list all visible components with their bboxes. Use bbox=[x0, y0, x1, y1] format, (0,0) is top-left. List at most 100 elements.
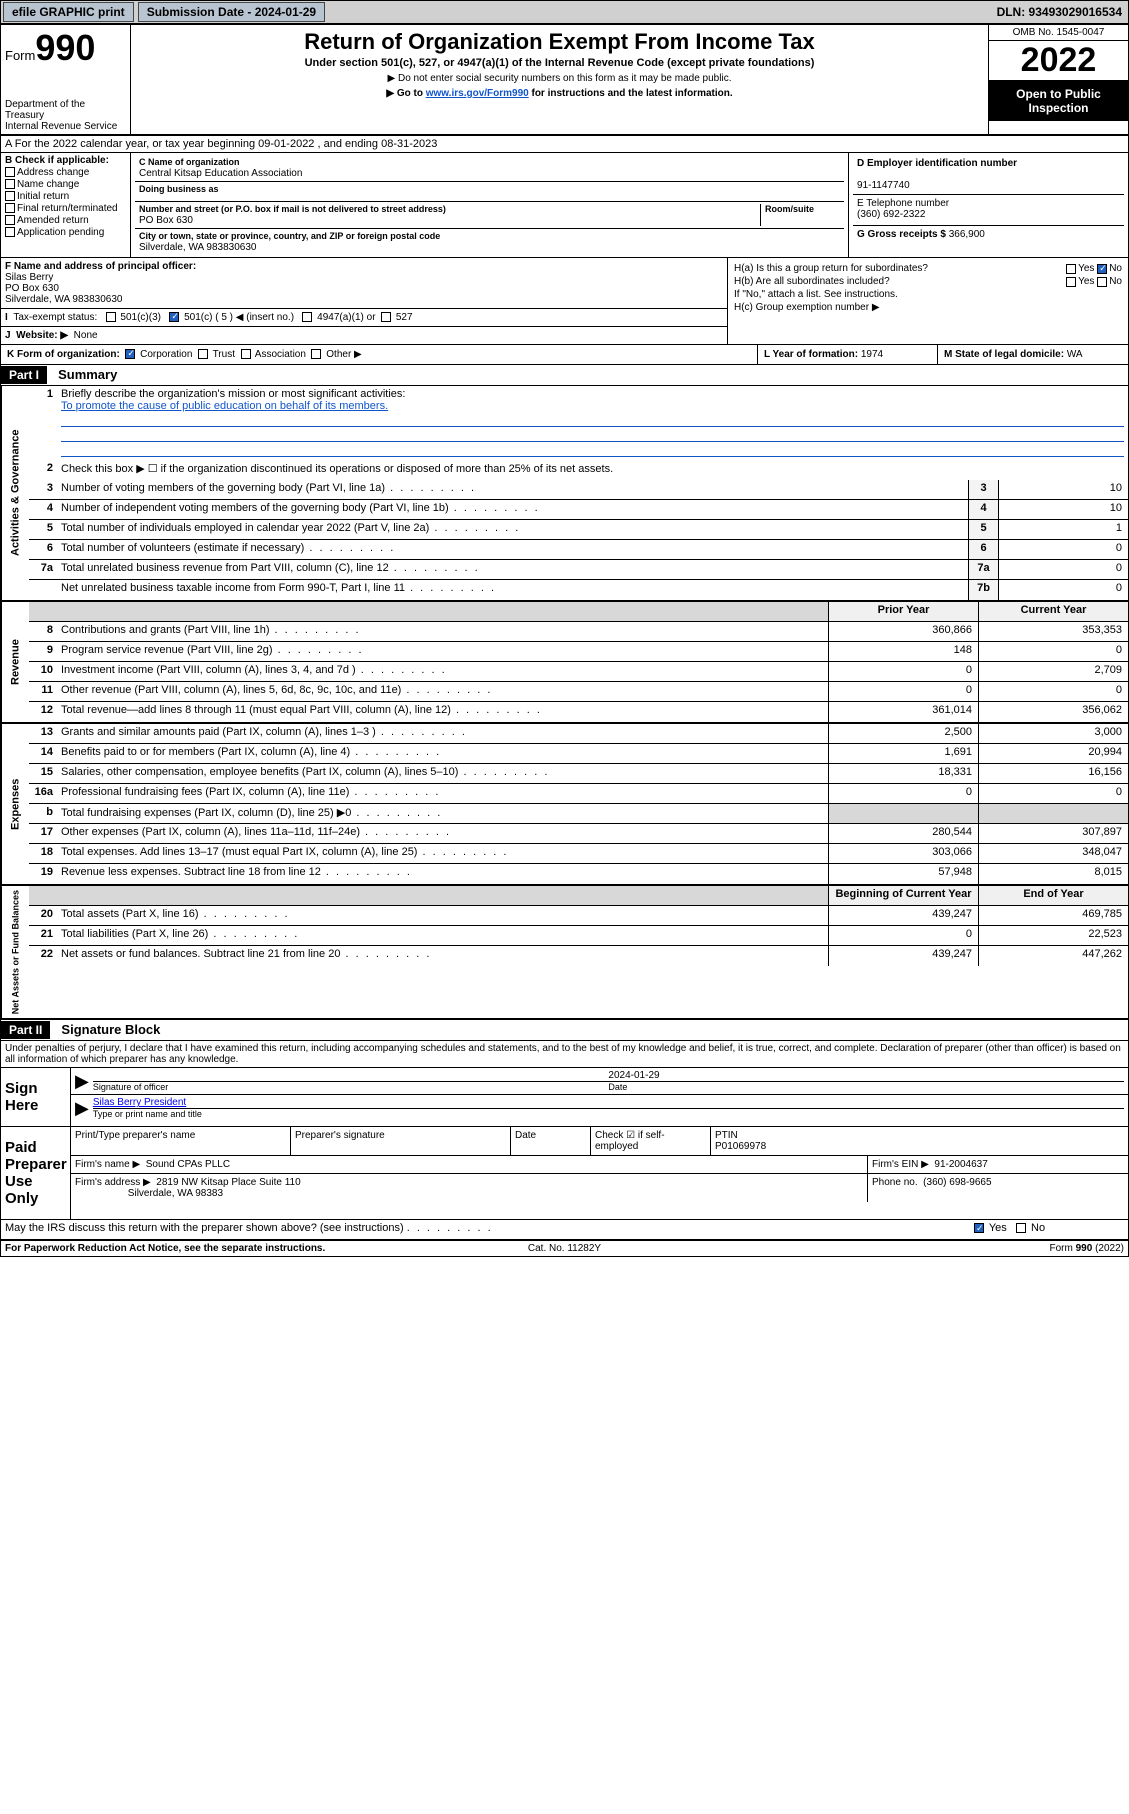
line-num: 6 bbox=[29, 540, 57, 559]
chk-ha-yes[interactable] bbox=[1066, 264, 1076, 274]
box-l: L Year of formation: 1974 bbox=[758, 345, 938, 364]
line-box: 7b bbox=[968, 580, 998, 600]
current-value bbox=[978, 804, 1128, 823]
yes-label: Yes bbox=[1078, 276, 1094, 287]
exp-content: 13Grants and similar amounts paid (Part … bbox=[29, 724, 1128, 884]
cat-no: Cat. No. 11282Y bbox=[378, 1243, 751, 1254]
k-label: K Form of organization: bbox=[7, 349, 120, 360]
line-box: 5 bbox=[968, 520, 998, 539]
summary-line: 5Total number of individuals employed in… bbox=[29, 520, 1128, 540]
chk-501c[interactable] bbox=[169, 312, 179, 322]
summary-expenses: Expenses 13Grants and similar amounts pa… bbox=[1, 724, 1128, 886]
hc-row: H(c) Group exemption number ▶ bbox=[734, 302, 1122, 313]
summary-line: 22Net assets or fund balances. Subtract … bbox=[29, 946, 1128, 966]
chk-initial-return[interactable]: Initial return bbox=[5, 191, 126, 202]
chk-501c3[interactable] bbox=[106, 312, 116, 322]
chk-hb-yes[interactable] bbox=[1066, 277, 1076, 287]
line-num bbox=[29, 580, 57, 600]
chk-application-pending[interactable]: Application pending bbox=[5, 227, 126, 238]
firm-ein-label: Firm's EIN ▶ bbox=[872, 1159, 929, 1170]
line-text: Benefits paid to or for members (Part IX… bbox=[57, 744, 828, 763]
summary-line: 6Total number of volunteers (estimate if… bbox=[29, 540, 1128, 560]
prior-value: 360,866 bbox=[828, 622, 978, 641]
dept-treasury: Department of the Treasury bbox=[5, 99, 126, 121]
line-box: 4 bbox=[968, 500, 998, 519]
gov-content: 1 Briefly describe the organization's mi… bbox=[29, 386, 1128, 600]
line-num: 5 bbox=[29, 520, 57, 539]
chk-4947[interactable] bbox=[302, 312, 312, 322]
chk-amended-return[interactable]: Amended return bbox=[5, 215, 126, 226]
i-527: 527 bbox=[396, 312, 413, 323]
net-header-row: Beginning of Current Year End of Year bbox=[29, 886, 1128, 906]
prep-self-employed: Check ☑ if self-employed bbox=[591, 1127, 711, 1155]
chk-hb-no[interactable] bbox=[1097, 277, 1107, 287]
mission-text[interactable]: To promote the cause of public education… bbox=[61, 400, 388, 412]
yes-label: Yes bbox=[1078, 263, 1094, 274]
chk-other[interactable] bbox=[311, 349, 321, 359]
line-num: 8 bbox=[29, 622, 57, 641]
form-number: Form990 bbox=[5, 27, 126, 69]
summary-line: 14Benefits paid to or for members (Part … bbox=[29, 744, 1128, 764]
summary-line: 13Grants and similar amounts paid (Part … bbox=[29, 724, 1128, 744]
current-value: 0 bbox=[978, 642, 1128, 661]
f-name: Silas Berry bbox=[5, 272, 53, 283]
f-addr1: PO Box 630 bbox=[5, 283, 59, 294]
line-num: 21 bbox=[29, 926, 57, 945]
line-num: 20 bbox=[29, 906, 57, 925]
part2-bar: Part II Signature Block bbox=[1, 1020, 1128, 1041]
current-value: 348,047 bbox=[978, 844, 1128, 863]
chk-name-change[interactable]: Name change bbox=[5, 179, 126, 190]
arrow-icon: ▶ bbox=[75, 1098, 93, 1119]
form-page-label: Form 990 (2022) bbox=[751, 1243, 1124, 1254]
mission-row: 1 Briefly describe the organization's mi… bbox=[29, 386, 1128, 460]
chk-discuss-no[interactable] bbox=[1016, 1223, 1026, 1233]
officer-name[interactable]: Silas Berry President bbox=[93, 1097, 186, 1108]
website-value: None bbox=[74, 330, 98, 341]
irs-gov-link[interactable]: www.irs.gov/Form990 bbox=[426, 88, 529, 99]
box-i: I Tax-exempt status: 501(c)(3) 501(c) ( … bbox=[1, 309, 727, 327]
line-num: 11 bbox=[29, 682, 57, 701]
net-content: Beginning of Current Year End of Year 20… bbox=[29, 886, 1128, 1018]
fg-left: F Name and address of principal officer:… bbox=[1, 258, 728, 344]
current-value: 8,015 bbox=[978, 864, 1128, 884]
summary-line: 3Number of voting members of the governi… bbox=[29, 480, 1128, 500]
form-num-footer: 990 bbox=[1076, 1243, 1093, 1254]
chk-address-change[interactable]: Address change bbox=[5, 167, 126, 178]
chk-final-return[interactable]: Final return/terminated bbox=[5, 203, 126, 214]
prior-value bbox=[828, 804, 978, 823]
chk-ha-no[interactable] bbox=[1097, 264, 1107, 274]
summary-line: bTotal fundraising expenses (Part IX, co… bbox=[29, 804, 1128, 824]
line-a-tax-year: A For the 2022 calendar year, or tax yea… bbox=[1, 136, 1128, 153]
hb-note-row: If "No," attach a list. See instructions… bbox=[734, 289, 1122, 300]
summary-line: 17Other expenses (Part IX, column (A), l… bbox=[29, 824, 1128, 844]
line-text: Salaries, other compensation, employee b… bbox=[57, 764, 828, 783]
discuss-label: May the IRS discuss this return with the… bbox=[5, 1222, 404, 1234]
form-word: Form bbox=[5, 48, 35, 63]
chk-trust[interactable] bbox=[198, 349, 208, 359]
line-text: Total unrelated business revenue from Pa… bbox=[57, 560, 968, 579]
firm-address: Firm's address ▶ 2819 NW Kitsap Place Su… bbox=[71, 1174, 868, 1202]
prep-sig-label: Preparer's signature bbox=[291, 1127, 511, 1155]
mission-line bbox=[61, 428, 1124, 442]
chk-association[interactable] bbox=[241, 349, 251, 359]
note-post: for instructions and the latest informat… bbox=[529, 88, 733, 99]
line-text: Total liabilities (Part X, line 26) bbox=[57, 926, 828, 945]
chk-corporation[interactable] bbox=[125, 349, 135, 359]
dba-row: Doing business as bbox=[135, 182, 844, 202]
submission-date-button[interactable]: Submission Date - 2024-01-29 bbox=[138, 2, 325, 22]
prior-value: 2,500 bbox=[828, 724, 978, 743]
chk-527[interactable] bbox=[381, 312, 391, 322]
chk-discuss-yes[interactable] bbox=[974, 1223, 984, 1233]
line-text: Revenue less expenses. Subtract line 18 … bbox=[57, 864, 828, 884]
org-name: Central Kitsap Education Association bbox=[139, 168, 302, 179]
line-text: Total expenses. Add lines 13–17 (must eq… bbox=[57, 844, 828, 863]
vlabel-governance: Activities & Governance bbox=[1, 386, 29, 600]
firm-phone: Phone no. (360) 698-9665 bbox=[868, 1174, 1128, 1202]
ptin: PTIN P01069978 bbox=[711, 1127, 1128, 1155]
summary-line: 12Total revenue—add lines 8 through 11 (… bbox=[29, 702, 1128, 722]
m-value: WA bbox=[1067, 349, 1083, 360]
part2-label: Part II bbox=[1, 1021, 50, 1039]
discuss-yesno: Yes No bbox=[968, 1220, 1128, 1239]
efile-print-button[interactable]: efile GRAPHIC print bbox=[3, 2, 134, 22]
firm-name: Firm's name ▶ Sound CPAs PLLC bbox=[71, 1156, 868, 1173]
